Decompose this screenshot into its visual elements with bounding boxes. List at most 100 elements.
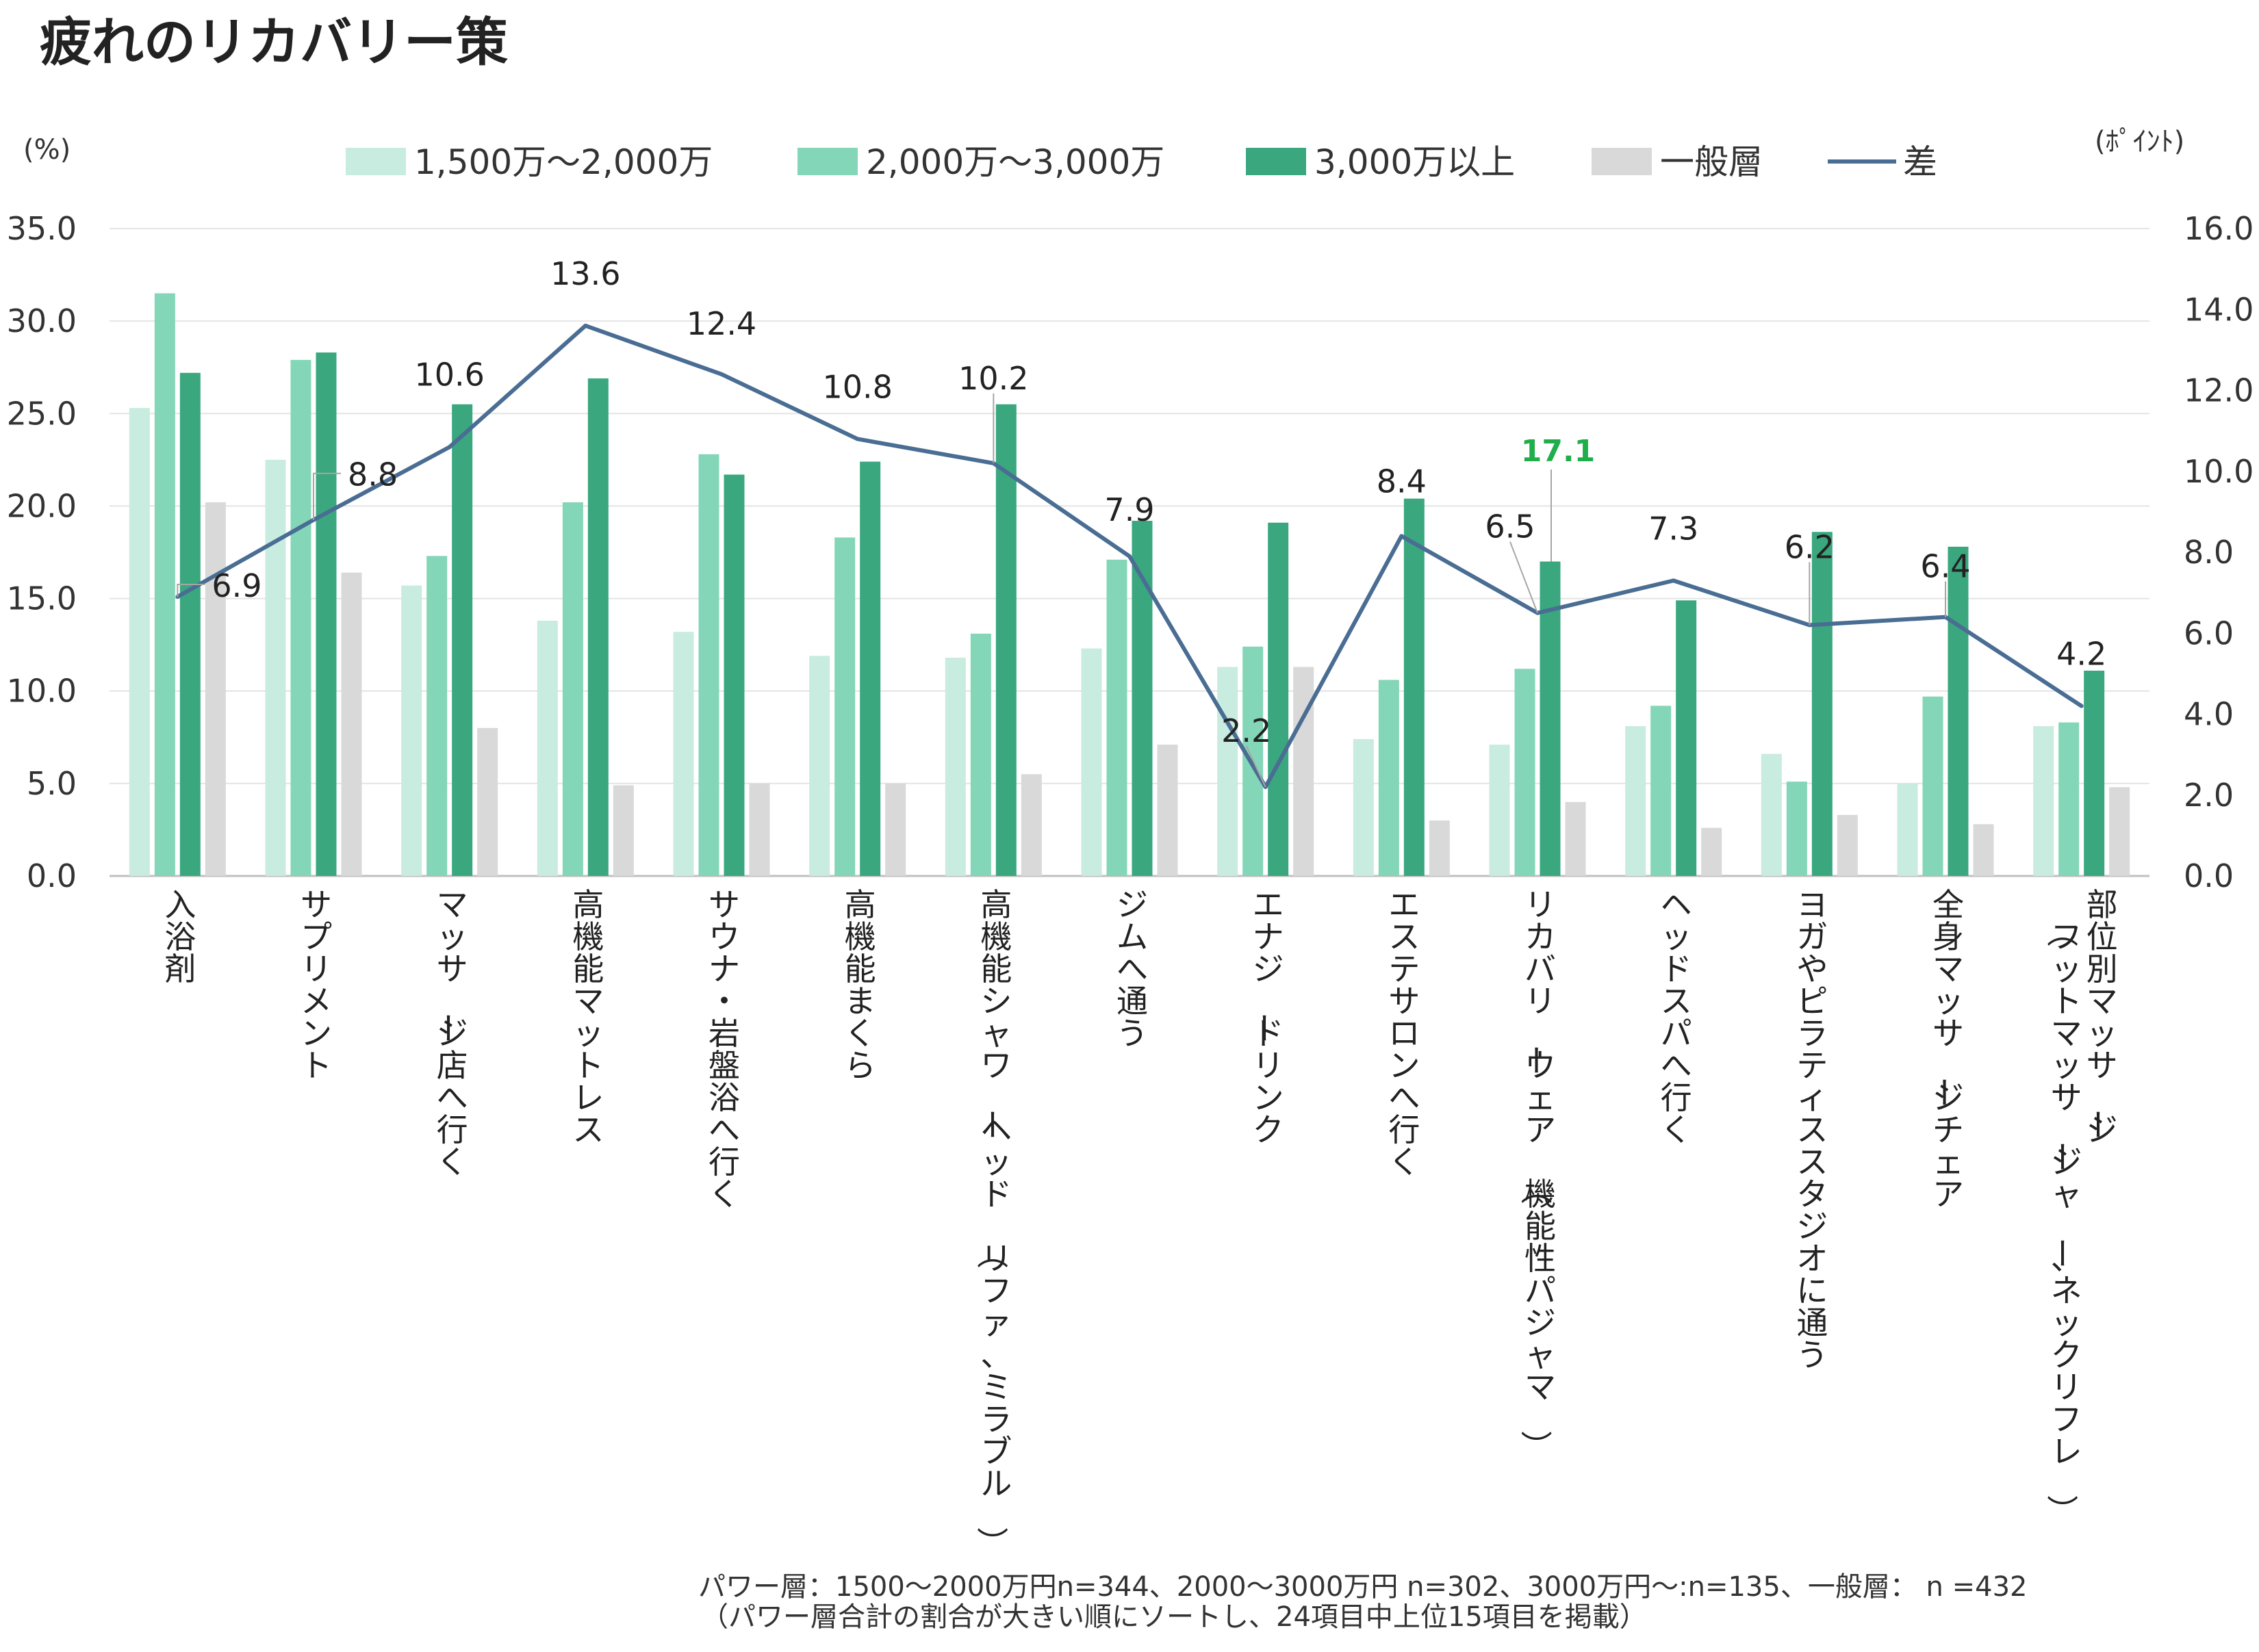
- right-tick-label: 16.0: [2184, 210, 2254, 247]
- category-glyph: ヘ: [1661, 886, 1692, 923]
- category-glyph: シ: [980, 983, 1012, 1020]
- category-glyph: サ: [301, 886, 332, 923]
- category-glyph: ム: [1116, 918, 1148, 955]
- category-glyph: ン: [1388, 1047, 1420, 1084]
- category-glyph: オ: [1796, 1240, 1828, 1277]
- category-glyph: 能: [572, 951, 604, 988]
- line-point: [447, 445, 452, 450]
- bar: [1625, 726, 1646, 876]
- legend-label: 一般層: [1660, 142, 1763, 182]
- category-glyph: ー: [1517, 1044, 1554, 1076]
- category-label: （フットマッサージャー、ネックリフレ）: [2043, 916, 2082, 1526]
- right-tick-label: 6.0: [2184, 615, 2234, 651]
- category-glyph: パ: [1661, 1015, 1692, 1052]
- bar: [1948, 546, 1969, 876]
- category-glyph: ェ: [1524, 1079, 1556, 1116]
- category-glyph: ら: [845, 1047, 876, 1084]
- bar: [290, 359, 311, 876]
- left-tick-label: 5.0: [27, 765, 77, 802]
- bar: [205, 502, 226, 876]
- category-glyph: ァ: [980, 1304, 1012, 1341]
- category-glyph: ナ: [709, 951, 740, 988]
- bar: [1650, 706, 1672, 876]
- category-glyph: サ: [437, 951, 468, 988]
- category-glyph: ッ: [2051, 1047, 2082, 1084]
- category-glyph: （: [973, 1237, 1010, 1269]
- category-glyph: リ: [980, 1240, 1012, 1277]
- category-glyph: 入: [164, 886, 196, 923]
- category-glyph: く: [1388, 1144, 1420, 1180]
- bar: [1429, 820, 1450, 876]
- category-glyph: ー: [1245, 1012, 1282, 1044]
- category-glyph: ッ: [1932, 983, 1964, 1020]
- category-glyph: 高: [845, 886, 876, 923]
- line-point: [1671, 578, 1676, 583]
- category-glyph: ル: [980, 1465, 1012, 1502]
- bar: [970, 633, 991, 876]
- category-glyph: テ: [1388, 951, 1420, 988]
- category-glyph: ）: [973, 1527, 1010, 1558]
- category-glyph: ッ: [1661, 918, 1692, 955]
- right-axis-unit: (ﾎﾟｲﾝﾄ): [2095, 126, 2184, 157]
- bar: [1922, 696, 1943, 876]
- category-glyph: パ: [1524, 1272, 1556, 1309]
- category-glyph: 浴: [709, 1079, 740, 1116]
- category-glyph: や: [1796, 951, 1828, 988]
- category-glyph: マ: [2051, 1015, 2082, 1052]
- bar: [426, 556, 448, 876]
- line-data-label: 7.9: [1104, 491, 1154, 528]
- category-glyph: く: [1661, 1111, 1692, 1148]
- category-glyph: リ: [2051, 1369, 2082, 1406]
- legend-swatch: [1592, 148, 1652, 175]
- category-glyph: 位: [2086, 918, 2118, 955]
- category-glyph: エ: [1253, 886, 1284, 923]
- line-data-label: 8.4: [1377, 463, 1427, 500]
- bar: [562, 502, 583, 876]
- category-label: 高機能マットレス: [572, 886, 604, 1148]
- category-glyph: へ: [1388, 1079, 1420, 1116]
- category-glyph: へ: [709, 1111, 740, 1148]
- left-tick-label: 35.0: [7, 210, 77, 247]
- bar: [265, 459, 286, 876]
- category-glyph: ピ: [1796, 983, 1828, 1020]
- category-glyph: ス: [1661, 983, 1692, 1020]
- category-glyph: マ: [1524, 1369, 1556, 1406]
- category-glyph: 、: [2051, 1240, 2082, 1277]
- bar: [1293, 667, 1314, 876]
- category-glyph: 機: [572, 918, 604, 955]
- category-glyph: ス: [1796, 1144, 1828, 1180]
- bar: [1786, 782, 1807, 876]
- category-glyph: ー: [1925, 1076, 1962, 1108]
- right-axis-ticks: 0.0 2.0 4.0 6.0 8.0 10.0 12.0 14.0 16.0: [2184, 210, 2254, 894]
- legend-swatch: [346, 148, 406, 175]
- category-glyph: 行: [709, 1144, 740, 1180]
- category-glyph: ャ: [980, 1015, 1012, 1052]
- bar: [1761, 753, 1782, 876]
- left-tick-label: 20.0: [7, 487, 77, 524]
- category-glyph: ジ: [1524, 1304, 1556, 1341]
- line-point: [719, 372, 724, 376]
- category-glyph: 高: [572, 886, 604, 923]
- category-glyph: ー: [2043, 1141, 2080, 1172]
- category-glyph: 岩: [709, 1015, 740, 1052]
- category-label: 高機能まくら: [845, 886, 876, 1084]
- category-glyph: リ: [1253, 1047, 1284, 1084]
- bar: [1403, 498, 1425, 876]
- category-glyph: ト: [301, 1047, 332, 1084]
- bar: [834, 537, 856, 876]
- category-glyph: 通: [1796, 1304, 1828, 1341]
- category-glyph: く: [845, 1015, 876, 1052]
- category-label: エナジードリンク: [1245, 886, 1284, 1148]
- category-glyph: ッ: [572, 1015, 604, 1052]
- right-tick-label: 0.0: [2184, 857, 2234, 894]
- category-glyph: 行: [1388, 1111, 1420, 1148]
- category-glyph: に: [1796, 1272, 1828, 1309]
- category-glyph: 部: [2086, 886, 2118, 923]
- line-data-label: 6.2: [1785, 528, 1835, 565]
- bar: [129, 408, 150, 876]
- label-leaders: [177, 393, 1946, 788]
- category-glyph: 浴: [164, 918, 196, 955]
- category-glyph: サ: [1388, 983, 1420, 1020]
- category-glyph: 別: [2086, 951, 2118, 988]
- category-glyph: ま: [845, 983, 876, 1020]
